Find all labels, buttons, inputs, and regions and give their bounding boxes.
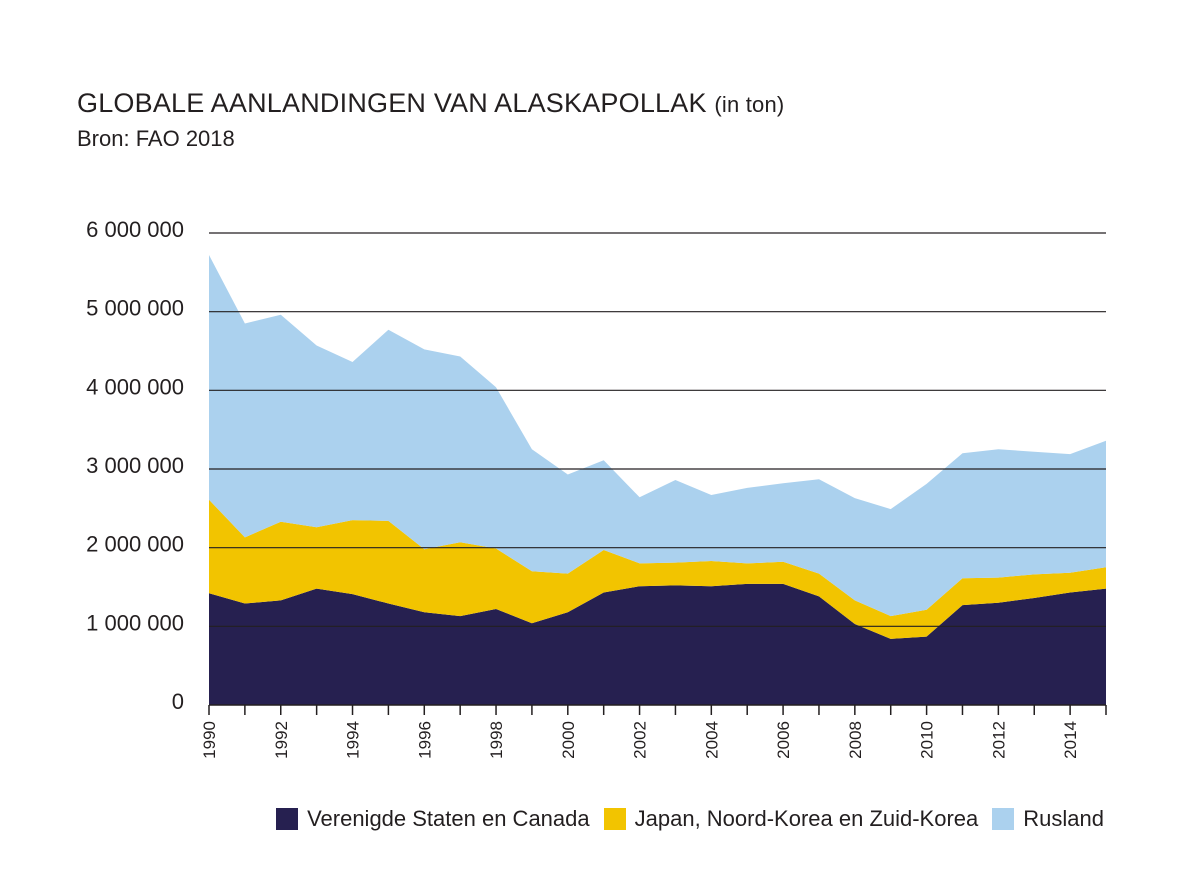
x-tick-label-2: 1994 [344,721,363,759]
legend-item-us-canada: Verenigde Staten en Canada [276,806,590,832]
chart-areas [209,255,1106,705]
x-tick-label-12: 2014 [1061,721,1080,759]
x-tick-label-9: 2008 [846,721,865,759]
y-tick-label-5: 5 000 000 [86,296,184,321]
y-tick-label-6: 6 000 000 [86,217,184,242]
legend-label-us-canada: Verenigde Staten en Canada [307,806,590,831]
x-tick-label-1: 1992 [272,721,291,759]
x-tick-label-10: 2010 [918,721,937,759]
x-tick-label-4: 1998 [487,721,506,759]
legend-label-russia: Rusland [1023,806,1104,831]
x-tick-label-8: 2006 [774,721,793,759]
x-tick-label-3: 1996 [415,721,434,759]
y-tick-label-3: 3 000 000 [86,453,184,478]
legend-item-japan-korea: Japan, Noord-Korea en Zuid-Korea [603,806,979,832]
chart-source: Bron: FAO 2018 [77,126,235,151]
y-tick-label-0: 0 [172,689,184,714]
chart-title: GLOBALE AANLANDINGEN VAN ALASKAPOLLAK (i… [77,88,784,119]
chart-legend: Verenigde Staten en Canada Japan, Noord-… [262,806,1104,832]
y-tick-label-2: 2 000 000 [86,532,184,557]
x-tick-label-0: 1990 [200,721,219,759]
chart-y-tick-labels: 0 1 000 000 2 000 000 3 000 000 4 000 000 5 0… [86,217,184,714]
y-tick-label-1: 1 000 000 [86,610,184,635]
x-tick-label-7: 2004 [702,721,721,759]
y-tick-label-4: 4 000 000 [86,374,184,399]
area-series-0 [209,583,1106,705]
chart-gridlines [209,232,1106,627]
legend-item-russia: Rusland [992,806,1104,832]
legend-swatch-us-canada [276,808,299,830]
area-series-2 [209,255,1106,617]
chart-x-tick-labels: 1990 1992 1994 1996 1998 2000 2002 2004 2006 2008… [200,721,1080,759]
legend-label-japan-korea: Japan, Noord-Korea en Zuid-Korea [634,806,979,831]
chart-title-unit: (in ton) [714,92,785,117]
x-tick-label-11: 2012 [989,721,1008,759]
chart-title-text: GLOBALE AANLANDINGEN VAN ALASKAPOLLAK [77,88,707,118]
x-tick-label-6: 2002 [631,721,650,759]
x-tick-label-5: 2000 [559,721,578,759]
area-series-1 [209,499,1106,639]
legend-swatch-japan-korea [603,808,626,830]
legend-swatch-russia [992,808,1015,830]
chart-x-axis [208,704,1107,715]
